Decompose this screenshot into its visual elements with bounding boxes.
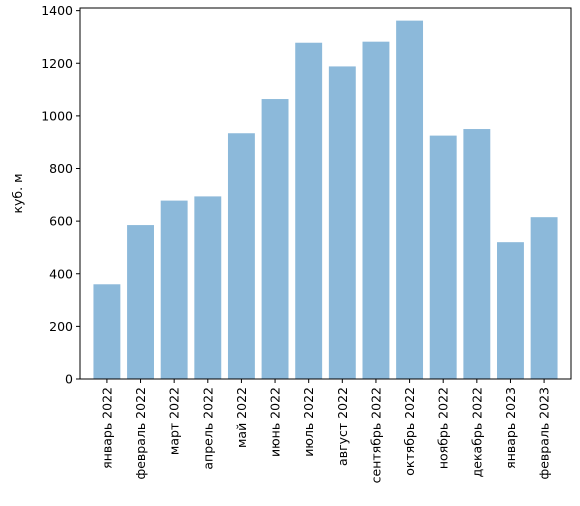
x-tick-label: ноябрь 2022 <box>436 387 451 469</box>
bar <box>261 99 289 379</box>
bar <box>93 284 121 379</box>
plot-frame <box>79 7 572 380</box>
bar <box>127 225 154 379</box>
bar <box>530 217 558 379</box>
y-axis-ticks: 0 200 400 600 800 1000 1200 1400 <box>41 3 80 387</box>
bar <box>328 66 356 379</box>
bar <box>295 42 323 380</box>
x-tick-label: август 2022 <box>335 387 350 466</box>
bar <box>194 196 222 379</box>
bar <box>497 242 524 379</box>
x-tick-label: январь 2022 <box>99 387 114 469</box>
x-tick-label: октябрь 2022 <box>402 387 417 476</box>
x-tick-label: декабрь 2022 <box>469 387 484 477</box>
bar <box>227 133 255 379</box>
y-tick-label: 1200 <box>41 56 73 71</box>
y-tick-label: 600 <box>49 214 73 229</box>
x-tick-label: январь 2023 <box>503 387 518 469</box>
x-axis-ticks: январь 2022 февраль 2022 март 2022 апрель 2… <box>99 379 552 483</box>
bar <box>160 200 188 379</box>
x-tick-label: июнь 2022 <box>268 387 283 457</box>
y-tick-label: 1400 <box>41 3 73 18</box>
bar <box>463 129 491 379</box>
bar <box>362 41 390 379</box>
y-tick-label: 1000 <box>41 108 73 123</box>
bar <box>429 135 457 379</box>
x-tick-label: сентябрь 2022 <box>368 387 383 483</box>
x-tick-label: февраль 2023 <box>537 387 552 479</box>
y-tick-label: 200 <box>49 319 73 334</box>
x-tick-label: май 2022 <box>234 387 249 448</box>
x-tick-label: март 2022 <box>167 387 182 455</box>
x-tick-label: февраль 2022 <box>133 387 148 479</box>
bars-group <box>93 20 558 380</box>
y-tick-label: 800 <box>49 161 73 176</box>
y-tick-label: 400 <box>49 266 73 281</box>
x-tick-label: апрель 2022 <box>200 387 215 470</box>
y-tick-label: 0 <box>65 372 73 387</box>
y-axis-label: куб. м <box>10 173 25 213</box>
x-tick-label: июль 2022 <box>301 387 316 457</box>
bar <box>396 20 424 379</box>
